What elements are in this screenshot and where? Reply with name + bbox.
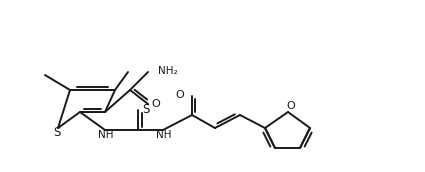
Text: S: S	[142, 103, 150, 116]
Text: NH: NH	[98, 130, 114, 140]
Text: NH₂: NH₂	[158, 66, 178, 76]
Text: S: S	[53, 126, 61, 138]
Text: O: O	[152, 99, 160, 109]
Text: NH: NH	[156, 130, 172, 140]
Text: O: O	[286, 101, 295, 111]
Text: O: O	[175, 90, 184, 100]
